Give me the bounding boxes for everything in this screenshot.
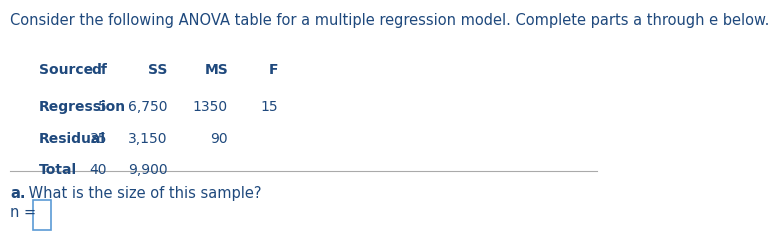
Text: 1350: 1350 (193, 100, 228, 114)
Text: 6,750: 6,750 (128, 100, 167, 114)
Text: F: F (269, 63, 278, 77)
Text: 15: 15 (260, 100, 278, 114)
Text: a.: a. (10, 186, 26, 201)
Text: SS: SS (148, 63, 167, 77)
Text: MS: MS (205, 63, 228, 77)
Text: Residual: Residual (39, 132, 106, 146)
Text: Total: Total (39, 164, 77, 177)
Text: 40: 40 (90, 164, 107, 177)
Text: Source: Source (39, 63, 93, 77)
Bar (33, 200, 51, 230)
Text: What is the size of this sample?: What is the size of this sample? (24, 186, 262, 201)
Text: df: df (91, 63, 107, 77)
Text: Consider the following ANOVA table for a multiple regression model. Complete par: Consider the following ANOVA table for a… (10, 13, 770, 28)
Text: Regression: Regression (39, 100, 126, 114)
Text: 35: 35 (90, 132, 107, 146)
Text: 5: 5 (98, 100, 107, 114)
Text: 3,150: 3,150 (128, 132, 167, 146)
Text: 90: 90 (211, 132, 228, 146)
Text: 9,900: 9,900 (128, 164, 167, 177)
Text: n =: n = (10, 205, 36, 220)
